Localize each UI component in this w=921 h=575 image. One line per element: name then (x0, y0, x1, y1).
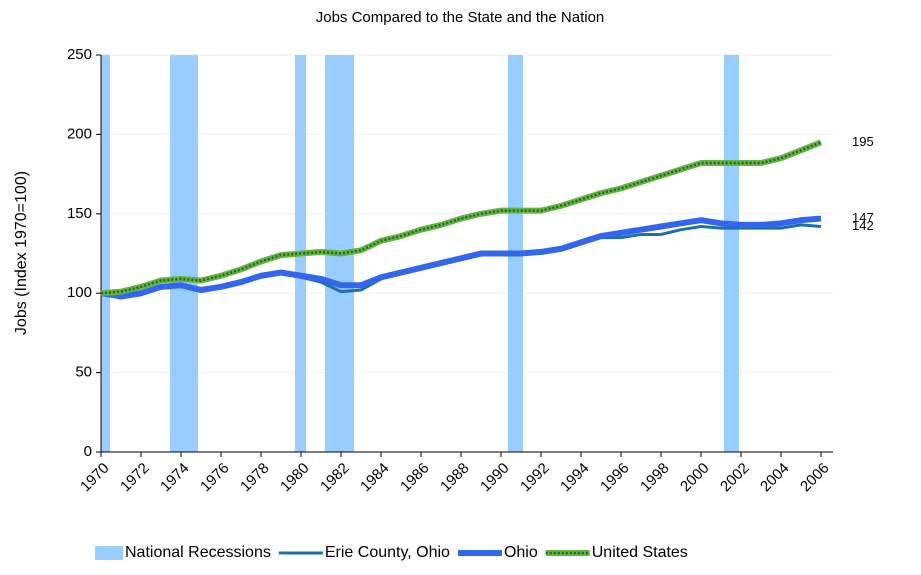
x-tick-label: 1970 (77, 460, 113, 496)
x-tick-label: 1992 (517, 460, 553, 496)
x-tick-label: 1982 (317, 460, 353, 496)
end-label: 147 (852, 210, 874, 225)
y-tick-label: 50 (75, 364, 92, 381)
x-tick-label: 1994 (557, 460, 593, 496)
series-line (100, 139, 823, 297)
y-tick-label: 0 (84, 443, 92, 460)
legend-label: Ohio (504, 544, 538, 561)
y-tick-label: 150 (67, 205, 92, 222)
legend-swatch (95, 546, 123, 560)
x-tick-label: 1986 (397, 460, 433, 496)
x-tick-label: 2000 (677, 460, 713, 496)
end-label: 142 (852, 218, 874, 233)
x-tick-label: 1998 (637, 460, 673, 496)
legend-label: United States (592, 544, 688, 561)
x-tick-label: 1996 (597, 460, 633, 496)
chart-title: Jobs Compared to the State and the Natio… (316, 9, 605, 26)
recession-band (170, 55, 198, 452)
x-tick-label: 1972 (117, 460, 153, 496)
x-tick-label: 1984 (357, 460, 393, 496)
y-tick-label: 100 (67, 284, 92, 301)
y-tick-label: 200 (67, 125, 92, 142)
x-tick-label: 2006 (797, 460, 833, 496)
x-tick-label: 2002 (717, 460, 753, 496)
legend-label: Erie County, Ohio (325, 544, 450, 561)
x-tick-label: 1978 (237, 460, 273, 496)
x-tick-label: 1988 (437, 460, 473, 496)
series-line (100, 215, 822, 300)
end-label: 195 (852, 134, 874, 149)
y-axis-label: Jobs (Index 1970=100) (13, 171, 30, 335)
x-tick-label: 1976 (197, 460, 233, 496)
recession-band (724, 55, 739, 452)
y-tick-label: 250 (67, 46, 92, 63)
x-tick-label: 1974 (157, 460, 193, 496)
recession-band (101, 55, 110, 452)
x-tick-label: 1990 (477, 460, 513, 496)
x-tick-label: 2004 (757, 460, 793, 496)
x-tick-label: 1980 (277, 460, 313, 496)
legend-label: National Recessions (125, 544, 271, 561)
